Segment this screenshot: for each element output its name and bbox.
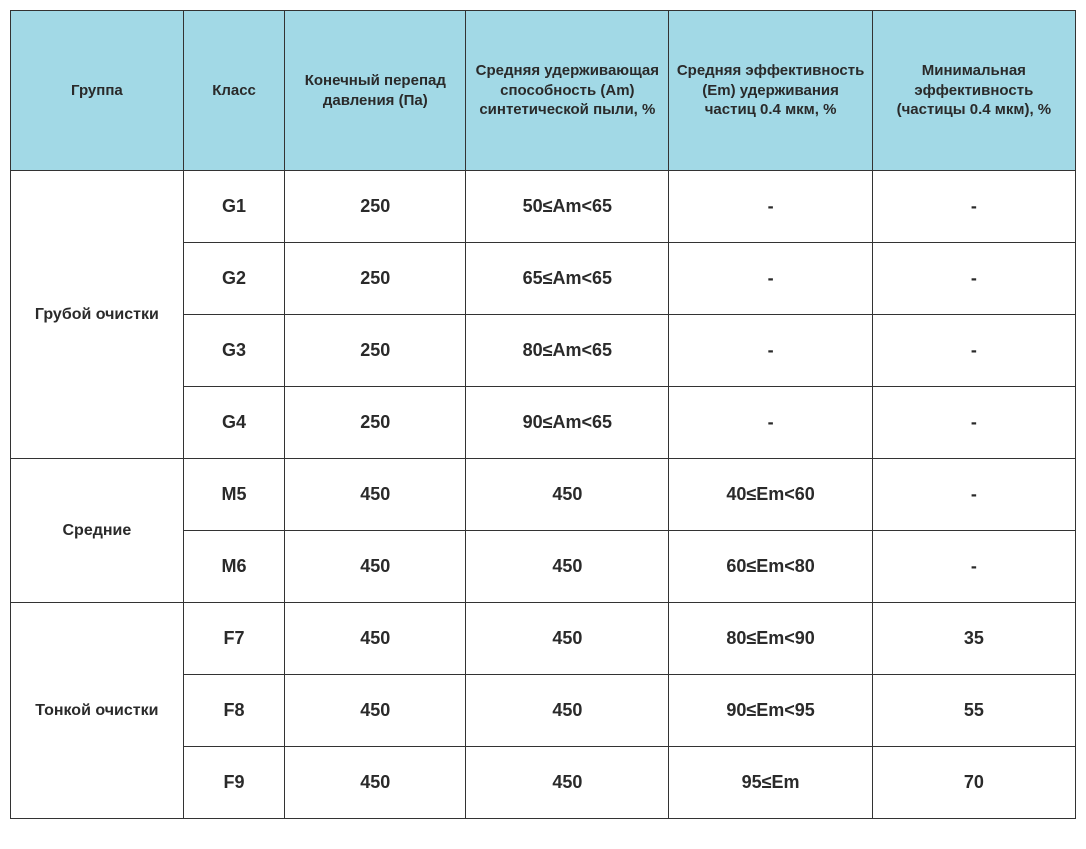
header-class: Класс [183, 11, 285, 171]
min-cell: - [872, 315, 1075, 387]
group-name-cell: Средние [11, 459, 184, 603]
pressure-cell: 450 [285, 675, 466, 747]
am-cell: 450 [466, 603, 669, 675]
pressure-cell: 450 [285, 603, 466, 675]
am-cell: 450 [466, 459, 669, 531]
group-name-cell: Тонкой очистки [11, 603, 184, 819]
header-em: Средняя эффективность (Em) удерживания ч… [669, 11, 872, 171]
pressure-cell: 250 [285, 387, 466, 459]
table-row: Тонкой очистки F7 450 450 80≤Em<90 35 [11, 603, 1076, 675]
class-cell: G1 [183, 171, 285, 243]
pressure-cell: 250 [285, 171, 466, 243]
pressure-cell: 450 [285, 531, 466, 603]
em-cell: 40≤Em<60 [669, 459, 872, 531]
table-row: Грубой очистки G1 250 50≤Am<65 - - [11, 171, 1076, 243]
min-cell: - [872, 171, 1075, 243]
pressure-cell: 250 [285, 315, 466, 387]
am-cell: 80≤Am<65 [466, 315, 669, 387]
group-name-cell: Грубой очистки [11, 171, 184, 459]
table-body: Грубой очистки G1 250 50≤Am<65 - - G2 25… [11, 171, 1076, 819]
filter-classification-table: Группа Класс Конечный перепад давления (… [10, 10, 1076, 819]
min-cell: - [872, 531, 1075, 603]
em-cell: 95≤Em [669, 747, 872, 819]
em-cell: - [669, 171, 872, 243]
am-cell: 450 [466, 675, 669, 747]
class-cell: F8 [183, 675, 285, 747]
min-cell: 35 [872, 603, 1075, 675]
em-cell: - [669, 387, 872, 459]
am-cell: 450 [466, 747, 669, 819]
pressure-cell: 450 [285, 747, 466, 819]
em-cell: 60≤Em<80 [669, 531, 872, 603]
em-cell: - [669, 315, 872, 387]
min-cell: - [872, 243, 1075, 315]
em-cell: - [669, 243, 872, 315]
am-cell: 450 [466, 531, 669, 603]
em-cell: 80≤Em<90 [669, 603, 872, 675]
min-cell: 55 [872, 675, 1075, 747]
class-cell: G3 [183, 315, 285, 387]
min-cell: - [872, 387, 1075, 459]
pressure-cell: 250 [285, 243, 466, 315]
filter-table-container: VENTEL Группа Класс Конечный перепад дав… [10, 10, 1076, 819]
header-group: Группа [11, 11, 184, 171]
em-cell: 90≤Em<95 [669, 675, 872, 747]
min-cell: 70 [872, 747, 1075, 819]
header-min: Минимальная эффективность (частицы 0.4 м… [872, 11, 1075, 171]
class-cell: F9 [183, 747, 285, 819]
class-cell: M6 [183, 531, 285, 603]
header-am: Средняя удерживающая способность (Am) си… [466, 11, 669, 171]
pressure-cell: 450 [285, 459, 466, 531]
min-cell: - [872, 459, 1075, 531]
am-cell: 90≤Am<65 [466, 387, 669, 459]
am-cell: 50≤Am<65 [466, 171, 669, 243]
header-pressure: Конечный перепад давления (Па) [285, 11, 466, 171]
am-cell: 65≤Am<65 [466, 243, 669, 315]
table-row: Средние M5 450 450 40≤Em<60 - [11, 459, 1076, 531]
class-cell: G2 [183, 243, 285, 315]
class-cell: M5 [183, 459, 285, 531]
class-cell: F7 [183, 603, 285, 675]
table-header-row: Группа Класс Конечный перепад давления (… [11, 11, 1076, 171]
class-cell: G4 [183, 387, 285, 459]
